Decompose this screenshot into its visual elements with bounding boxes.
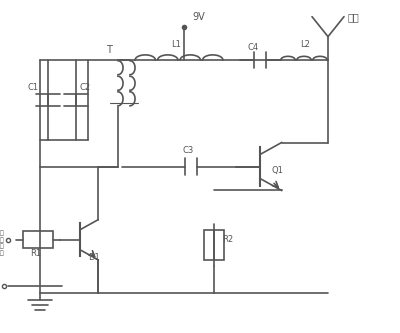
Text: C2: C2 [80, 83, 91, 92]
Text: Q1: Q1 [272, 166, 284, 175]
Text: L1: L1 [171, 40, 181, 49]
Text: 天线: 天线 [348, 12, 360, 22]
Text: 9V: 9V [192, 12, 205, 22]
Text: L2: L2 [300, 40, 310, 49]
Text: C4: C4 [248, 43, 259, 52]
Text: T: T [106, 45, 112, 55]
Text: D1: D1 [88, 253, 100, 262]
Text: C3: C3 [183, 146, 194, 155]
Text: C1: C1 [28, 83, 39, 92]
Bar [23, 231, 54, 248]
Text: R2: R2 [222, 235, 233, 244]
Text: 麦
克
符
号: 麦 克 符 号 [0, 230, 4, 256]
Bar [204, 230, 224, 260]
Text: R1: R1 [30, 249, 41, 258]
